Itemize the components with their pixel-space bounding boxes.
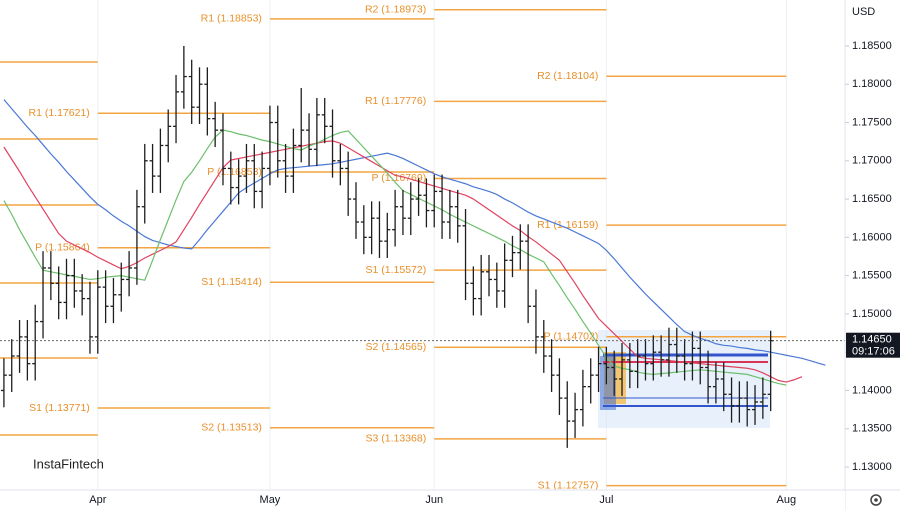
pivot-label: S2 (1.14565) — [366, 341, 427, 353]
settings-icon[interactable] — [870, 494, 882, 506]
pivot-label: R1 (1.18853) — [201, 13, 262, 25]
y-tick-label: 1.15000 — [852, 308, 892, 320]
y-tick-label: 1.17000 — [852, 155, 892, 167]
pivot-label: P (1.14702) — [544, 331, 599, 343]
watermark: InstaFintech — [33, 456, 104, 471]
pivot-label: S1 (1.15572) — [366, 264, 427, 276]
pivot-label: P (1.15864) — [35, 242, 90, 254]
currency-label[interactable]: USD — [852, 6, 875, 18]
pivot-label: S3 (1.13368) — [366, 433, 427, 445]
last-price-time: 09:17:06 — [852, 346, 895, 358]
x-tick-label: May — [260, 494, 281, 506]
pivot-label: S1 (1.13771) — [29, 402, 90, 414]
y-tick-label: 1.15500 — [852, 270, 892, 282]
pivot-label: R1 (1.16159) — [537, 219, 598, 231]
y-tick-label: 1.13500 — [852, 423, 892, 435]
pivot-label: P (1.16769) — [372, 172, 427, 184]
pivot-label: R1 (1.17776) — [365, 95, 426, 107]
y-tick-label: 1.13000 — [852, 461, 892, 473]
y-tick-label: 1.18000 — [852, 78, 892, 90]
moving-average — [3, 99, 826, 366]
settings-icon-center — [874, 498, 878, 502]
pivot-label: R2 (1.18973) — [365, 4, 426, 16]
pivot-label: S1 (1.12757) — [538, 479, 599, 491]
moving-average — [3, 129, 787, 386]
y-tick-label: 1.14000 — [852, 384, 892, 396]
plot-layer: R1 (1.17621) P (1.15864) S1 (1.13771) R1 (1… — [0, 4, 845, 491]
pivot-label: R2 (1.18104) — [537, 70, 598, 82]
pivot-label: S1 (1.15414) — [201, 276, 262, 288]
x-tick-label: Apr — [89, 494, 106, 506]
axis-layer: 1.130001.135001.140001.145001.150001.155… — [89, 40, 900, 506]
pivot-label: S2 (1.13513) — [201, 422, 262, 434]
x-tick-label: Jul — [599, 494, 613, 506]
time-axis-panel — [0, 490, 845, 510]
profile-bars — [600, 356, 616, 410]
y-tick-label: 1.16500 — [852, 193, 892, 205]
pivot-label: P (1.16853) — [207, 166, 262, 178]
x-tick-label: Aug — [777, 494, 797, 506]
x-tick-label: Jun — [425, 494, 443, 506]
last-price-box — [846, 332, 900, 358]
y-tick-label: 1.17500 — [852, 116, 892, 128]
price-axis-panel — [845, 0, 900, 510]
pivot-label: R1 (1.17621) — [29, 107, 90, 119]
y-tick-label: 1.18500 — [852, 40, 892, 52]
volume-profile — [598, 330, 770, 428]
y-tick-label: 1.16000 — [852, 231, 892, 243]
last-price-label: 1.14650 — [852, 334, 892, 346]
